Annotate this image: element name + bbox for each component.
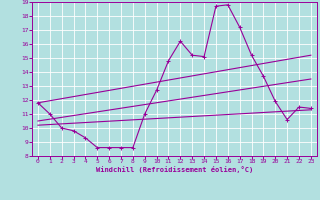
X-axis label: Windchill (Refroidissement éolien,°C): Windchill (Refroidissement éolien,°C) (96, 166, 253, 173)
